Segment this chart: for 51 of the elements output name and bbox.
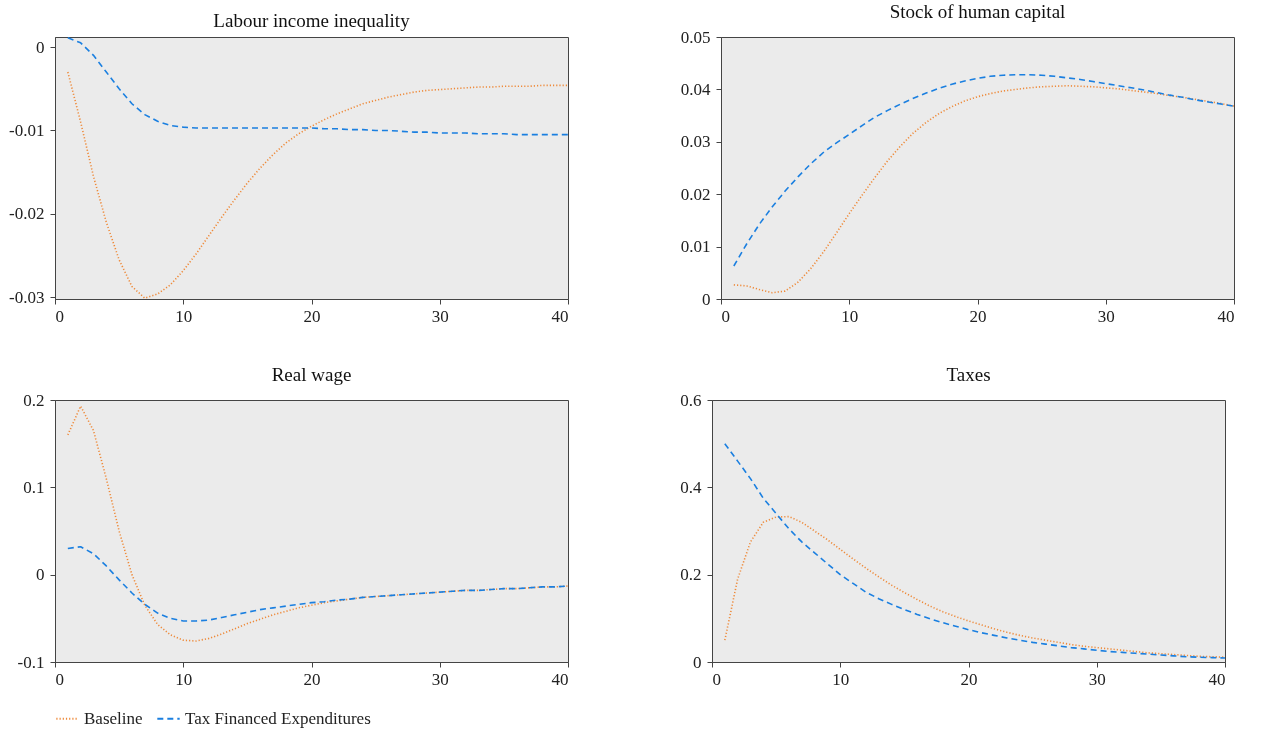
chart-title: Real wage [271, 364, 352, 385]
x-tick-label: 10 [175, 306, 193, 326]
x-tick-label: 0 [721, 306, 730, 326]
line-series [733, 73, 1234, 267]
y-tick-label: -0.01 [9, 120, 45, 140]
x-tick-label: 10 [832, 669, 850, 689]
x-tick-label: 0 [55, 306, 64, 326]
chart-title: Taxes [946, 364, 991, 385]
chart-title: Stock of human capital [889, 1, 1066, 22]
y-tick-label: 0.1 [23, 477, 45, 497]
y-tick-label: 0.4 [680, 477, 702, 497]
x-tick-label: 40 [1208, 669, 1226, 689]
line-series [67, 71, 568, 299]
chart-title: Labour income inequality [213, 10, 411, 31]
y-tick-label: 0.02 [680, 184, 711, 204]
legend-label: Tax Financed Expenditures [185, 708, 371, 728]
x-tick-label: 10 [175, 669, 193, 689]
x-tick-label: 20 [303, 669, 321, 689]
line-series [67, 545, 568, 622]
x-tick-label: 30 [431, 306, 449, 326]
y-tick-label: -0.03 [9, 287, 45, 307]
y-tick-label: 0.05 [680, 27, 711, 47]
line-series [724, 515, 1225, 658]
x-tick-label: 10 [841, 306, 859, 326]
y-tick-label: 0 [702, 289, 711, 309]
x-tick-label: 30 [1097, 306, 1115, 326]
line-series [724, 442, 1225, 659]
x-tick-label: 30 [431, 669, 449, 689]
y-tick-label: 0 [36, 37, 45, 57]
x-tick-label: 30 [1088, 669, 1106, 689]
line-series [67, 37, 568, 136]
y-tick-label: 0.04 [680, 79, 711, 99]
y-tick-label: 0 [36, 565, 45, 585]
x-tick-label: 40 [1217, 306, 1235, 326]
x-tick-label: 0 [55, 669, 64, 689]
y-tick-label: 0.6 [680, 390, 702, 410]
x-tick-label: 20 [303, 306, 321, 326]
legend-label: Baseline [84, 708, 143, 728]
x-tick-label: 20 [960, 669, 978, 689]
y-tick-label: 0.2 [680, 565, 702, 585]
x-tick-label: 40 [551, 669, 569, 689]
y-tick-label: 0.01 [680, 237, 711, 257]
y-tick-label: 0.2 [23, 390, 45, 410]
x-tick-label: 40 [551, 306, 569, 326]
y-tick-label: 0 [693, 652, 702, 672]
y-tick-label: -0.1 [17, 652, 45, 672]
line-series [67, 405, 568, 642]
y-tick-label: -0.02 [9, 204, 45, 224]
y-tick-label: 0.03 [680, 132, 711, 152]
line-series [733, 84, 1234, 294]
x-tick-label: 20 [969, 306, 987, 326]
